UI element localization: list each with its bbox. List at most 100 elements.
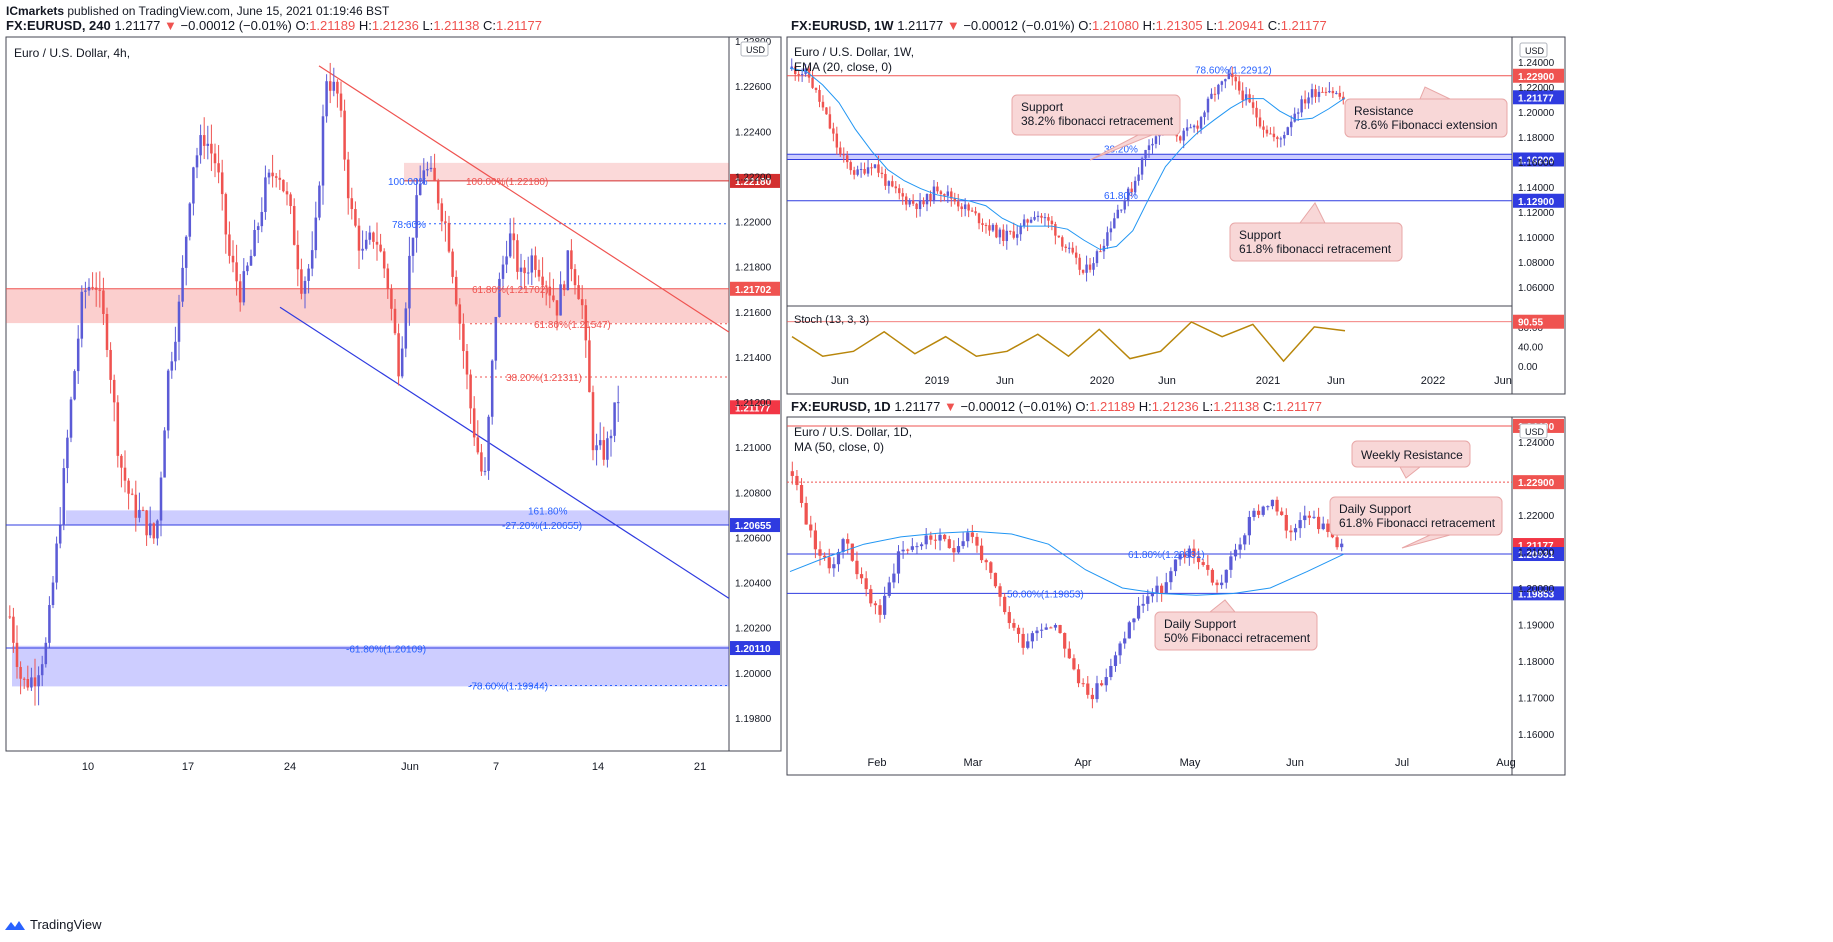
candle-body (995, 224, 998, 238)
candle-body (809, 524, 813, 531)
candle-body (1029, 219, 1033, 223)
candle-body (278, 177, 282, 180)
candle-body (866, 167, 870, 174)
daily-y-tick-7: 1.16000 (1518, 730, 1555, 741)
candle-body (483, 470, 487, 472)
candle-body (1243, 535, 1247, 545)
weekly-x-tick-8: Jun (1494, 375, 1512, 387)
candle-body (494, 316, 498, 361)
candle-body (1047, 217, 1050, 221)
candle-body (864, 578, 868, 590)
candle-body (120, 455, 123, 468)
daily-price: 1.21177 (894, 399, 941, 414)
candle-body (1338, 92, 1342, 97)
weekly-fib-label: 61.80% (1104, 191, 1138, 202)
candle-body (1021, 633, 1025, 648)
candle-body (850, 543, 854, 561)
candle-body (1140, 158, 1144, 175)
weekly-x-tick-7: 2022 (1421, 375, 1445, 387)
candle-body (832, 128, 835, 134)
four-hour-price-tag-label: 1.20110 (735, 644, 771, 655)
daily-price-tag-label: 1.19853 (1518, 589, 1555, 600)
candle-body (332, 81, 336, 91)
weekly-support-382-callout-box (1011, 94, 1181, 136)
candle-body (1321, 91, 1324, 93)
candle-body (235, 262, 238, 282)
daily-fib-label: 61.80%(1.20931) (1128, 550, 1205, 561)
candle-body (970, 210, 974, 212)
candle-body (849, 162, 852, 171)
candle-body (408, 255, 411, 309)
candle-body (26, 678, 30, 688)
candle-body (361, 248, 364, 251)
candle-body (577, 285, 580, 300)
candle-body (1261, 506, 1265, 515)
candle-body (476, 437, 480, 453)
publish-info: published on TradingView.com, June 15, 2… (64, 4, 390, 18)
candle-body (835, 133, 839, 148)
candle-body (498, 278, 501, 317)
publisher-name[interactable]: ICmarkets (6, 4, 65, 18)
candle-body (790, 471, 794, 476)
candle-body (156, 520, 159, 539)
candle-body (904, 196, 908, 205)
candle-body (1022, 219, 1026, 226)
candle-body (852, 170, 856, 175)
daily-symbol[interactable]: FX:EURUSD, 1D (791, 399, 891, 414)
candle-body (908, 200, 911, 205)
four-hour-price: 1.21177 (114, 18, 161, 33)
candle-body (55, 543, 58, 583)
candle-body (901, 549, 905, 552)
weekly-y-tick-2: 1.20000 (1518, 108, 1555, 119)
daily-high: 1.21236 (1151, 399, 1199, 414)
candle-body (390, 288, 393, 309)
candle-body (1095, 683, 1099, 700)
red-resistance-zone (6, 288, 729, 324)
daily-price-tag-label: 1.22900 (1518, 478, 1555, 489)
candle-body (1252, 510, 1256, 517)
candle-body (1026, 219, 1029, 223)
candle-body (303, 280, 307, 294)
candle-body (397, 333, 400, 377)
candle-body (501, 264, 505, 279)
candle-body (48, 605, 51, 643)
daily-open: 1.21189 (1089, 399, 1136, 414)
candle-body (444, 221, 447, 223)
candle-body (123, 467, 127, 481)
candle-body (1229, 556, 1233, 570)
candle-body (1068, 247, 1071, 249)
candle-body (1206, 98, 1210, 113)
weekly-x-tick-5: 2021 (1256, 375, 1280, 387)
weekly-symbol[interactable]: FX:EURUSD, 1W (791, 18, 894, 33)
candle-body (159, 477, 163, 521)
candle-body (991, 224, 995, 231)
channel-support-trendline (279, 306, 730, 599)
candle-body (523, 267, 526, 274)
candle-body (62, 468, 66, 526)
candle-body (1280, 511, 1284, 515)
daily-price-tag-label: 1.20931 (1518, 550, 1555, 561)
four-hour-symbol[interactable]: FX:EURUSD, 240 (6, 18, 111, 33)
candle-body (1247, 516, 1251, 536)
weekly-support-382-callout-pointer (1089, 134, 1153, 161)
candle-body (40, 664, 44, 676)
daily-frame (786, 416, 1566, 776)
candle-body (1255, 107, 1258, 118)
candle-body (1286, 127, 1289, 136)
candle-body (1179, 136, 1182, 141)
candle-body (112, 379, 116, 403)
candle-body (818, 549, 822, 556)
candle-body (271, 172, 274, 177)
candle-body (1078, 257, 1081, 270)
four-hour-price-tag (730, 518, 780, 533)
weekly-price-tag-label: 1.12900 (1518, 197, 1555, 208)
candle-body (1289, 530, 1293, 533)
four-hour-y-tick-12: 1.20400 (735, 579, 772, 590)
candle-body (375, 241, 379, 245)
candle-body (1003, 596, 1007, 613)
tradingview-footer[interactable]: TradingView (4, 917, 102, 932)
four-hour-fib-label: 78.60% (392, 220, 426, 231)
candle-body (1151, 143, 1154, 146)
candle-body (1044, 627, 1048, 630)
